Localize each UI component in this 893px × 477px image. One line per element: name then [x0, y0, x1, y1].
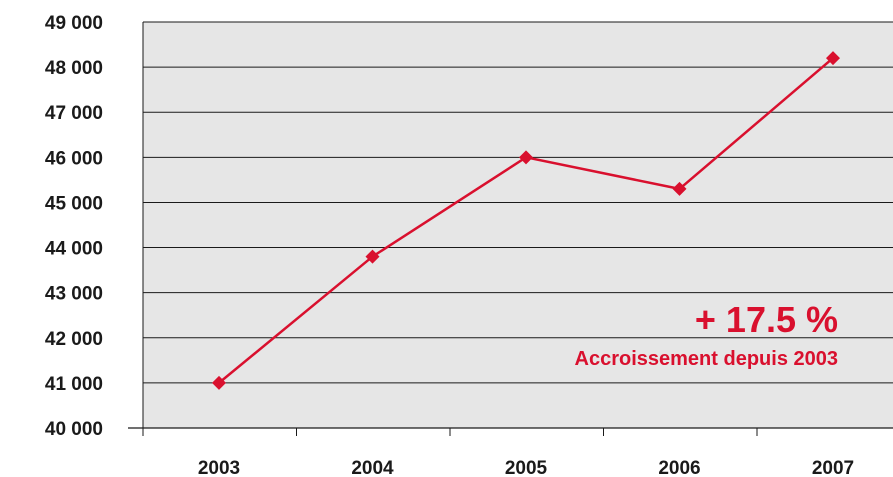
x-tick-label-2004: 2004: [351, 458, 394, 477]
x-tick-label-2006: 2006: [658, 458, 700, 477]
data-point-2007: [826, 51, 840, 66]
x-tick-label-2007: 2007: [812, 458, 854, 477]
y-tick-label: 46 000: [45, 148, 103, 169]
y-tick-label: 40 000: [45, 419, 103, 440]
y-tick-label: 47 000: [45, 103, 103, 124]
x-axis: [142, 428, 758, 436]
x-tick-label-2003: 2003: [198, 458, 240, 477]
x-axis-tick-labels: 2003 2004 2005 2006 2007: [198, 458, 854, 477]
y-axis-tick-labels: 40 000 41 000 42 000 43 000 44 000 45 000 46 0…: [45, 13, 103, 440]
data-point-2004: [365, 249, 380, 264]
data-markers: [212, 51, 840, 390]
y-tick-label: 45 000: [45, 193, 103, 214]
annotation-subtext: Accroissement depuis 2003: [575, 348, 838, 370]
y-tick-label: 42 000: [45, 329, 103, 350]
y-tick-label: 44 000: [45, 239, 103, 260]
data-point-2003: [212, 375, 226, 390]
y-tick-label: 48 000: [45, 58, 103, 79]
data-point-2005: [519, 150, 533, 165]
y-tick-label: 49 000: [45, 13, 103, 34]
gridlines: [128, 21, 893, 429]
x-tick-label-2005: 2005: [505, 458, 548, 477]
y-tick-label: 43 000: [45, 284, 103, 305]
plot-background: [143, 22, 893, 428]
data-point-2006: [672, 181, 687, 196]
y-tick-label: 41 000: [45, 374, 103, 395]
annotation-headline: + 17.5 %: [695, 299, 838, 340]
